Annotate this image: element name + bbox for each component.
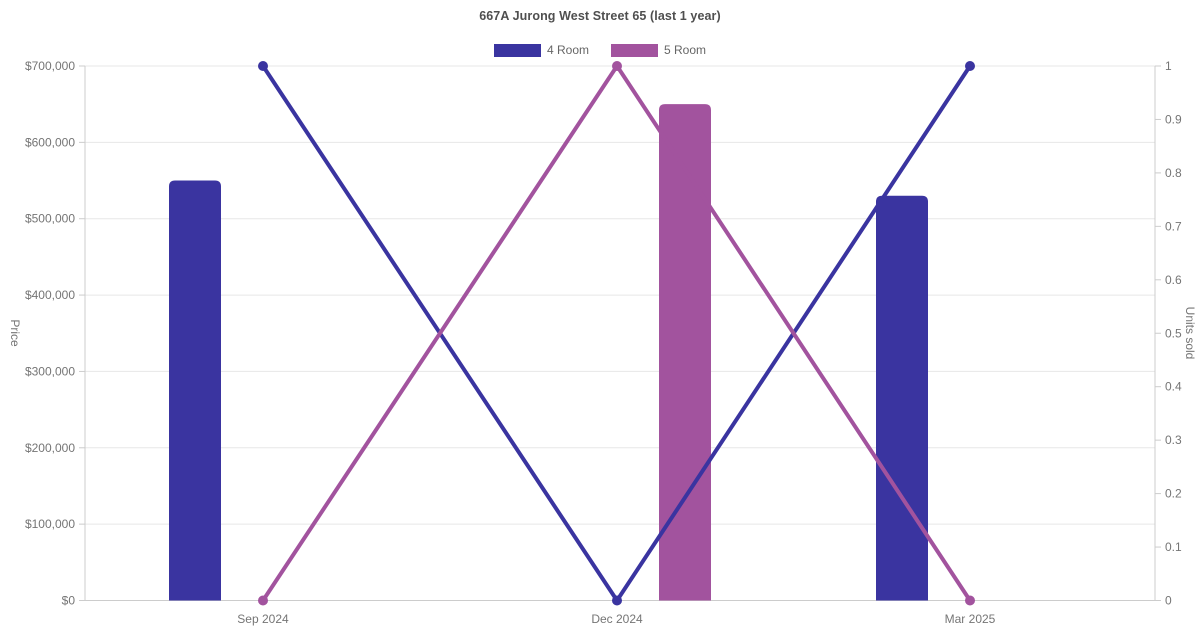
x-axis-label-dec-2024: Dec 2024 bbox=[591, 612, 643, 626]
line-5-room bbox=[261, 64, 972, 603]
left-axis-tick-label: $100,000 bbox=[25, 517, 75, 531]
legend-label-4-room: 4 Room bbox=[546, 43, 589, 57]
right-axis-tick-label: 0.9 bbox=[1165, 112, 1182, 126]
bar-4-room-mar-2025 bbox=[876, 195, 928, 601]
line-4-room bbox=[261, 64, 972, 603]
chart-title: 667A Jurong West Street 65 (last 1 year) bbox=[479, 9, 721, 23]
legend-swatch-5-room bbox=[611, 43, 658, 57]
legend-item-4-room[interactable]: 4 Room bbox=[493, 43, 589, 57]
legend-item-5-room[interactable]: 5 Room bbox=[611, 43, 706, 57]
x-axis-label-sep-2024: Sep 2024 bbox=[237, 612, 289, 626]
point-5-room-dec-2024 bbox=[612, 61, 622, 71]
right-axis-tick-label: 0.2 bbox=[1165, 487, 1182, 501]
left-axis-tick-label: $200,000 bbox=[25, 441, 75, 455]
right-axis-tick-label: 0.8 bbox=[1165, 166, 1182, 180]
right-axis-tick-label: 0.1 bbox=[1165, 540, 1182, 554]
right-axis-tick-label: 0.3 bbox=[1165, 433, 1182, 447]
point-5-room-mar-2025 bbox=[965, 595, 975, 606]
left-axis-tick-label: $500,000 bbox=[25, 212, 75, 226]
right-axis-tick-label: 1 bbox=[1165, 59, 1172, 73]
point-4-room-mar-2025 bbox=[965, 61, 975, 71]
left-axis-tick-label: $300,000 bbox=[25, 364, 75, 378]
right-axis-tick-label: 0.4 bbox=[1165, 380, 1182, 394]
point-4-room-dec-2024 bbox=[612, 595, 622, 606]
right-axis-tick-label: 0.7 bbox=[1165, 219, 1182, 233]
right-axis-title: Units sold bbox=[1183, 307, 1197, 360]
x-axis-label-mar-2025: Mar 2025 bbox=[945, 612, 996, 626]
point-5-room-sep-2024 bbox=[258, 595, 268, 606]
left-axis-tick-label: $700,000 bbox=[25, 59, 75, 73]
left-axis-title: Price bbox=[8, 319, 22, 347]
right-axis-tick-label: 0.6 bbox=[1165, 273, 1182, 287]
right-axis-tick-label: 0 bbox=[1165, 594, 1172, 608]
legend-label-5-room: 5 Room bbox=[664, 43, 707, 57]
right-axis-tick-label: 0.5 bbox=[1165, 326, 1182, 340]
legend-swatch-4-room bbox=[493, 43, 541, 57]
point-4-room-sep-2024 bbox=[258, 61, 268, 71]
left-axis-tick-label: $600,000 bbox=[25, 135, 75, 149]
bar-4-room-sep-2024 bbox=[169, 180, 221, 601]
legend: 4 Room 5 Room bbox=[0, 43, 1200, 57]
left-axis-tick-label: $400,000 bbox=[25, 288, 75, 302]
left-axis-tick-label: $0 bbox=[62, 594, 76, 608]
